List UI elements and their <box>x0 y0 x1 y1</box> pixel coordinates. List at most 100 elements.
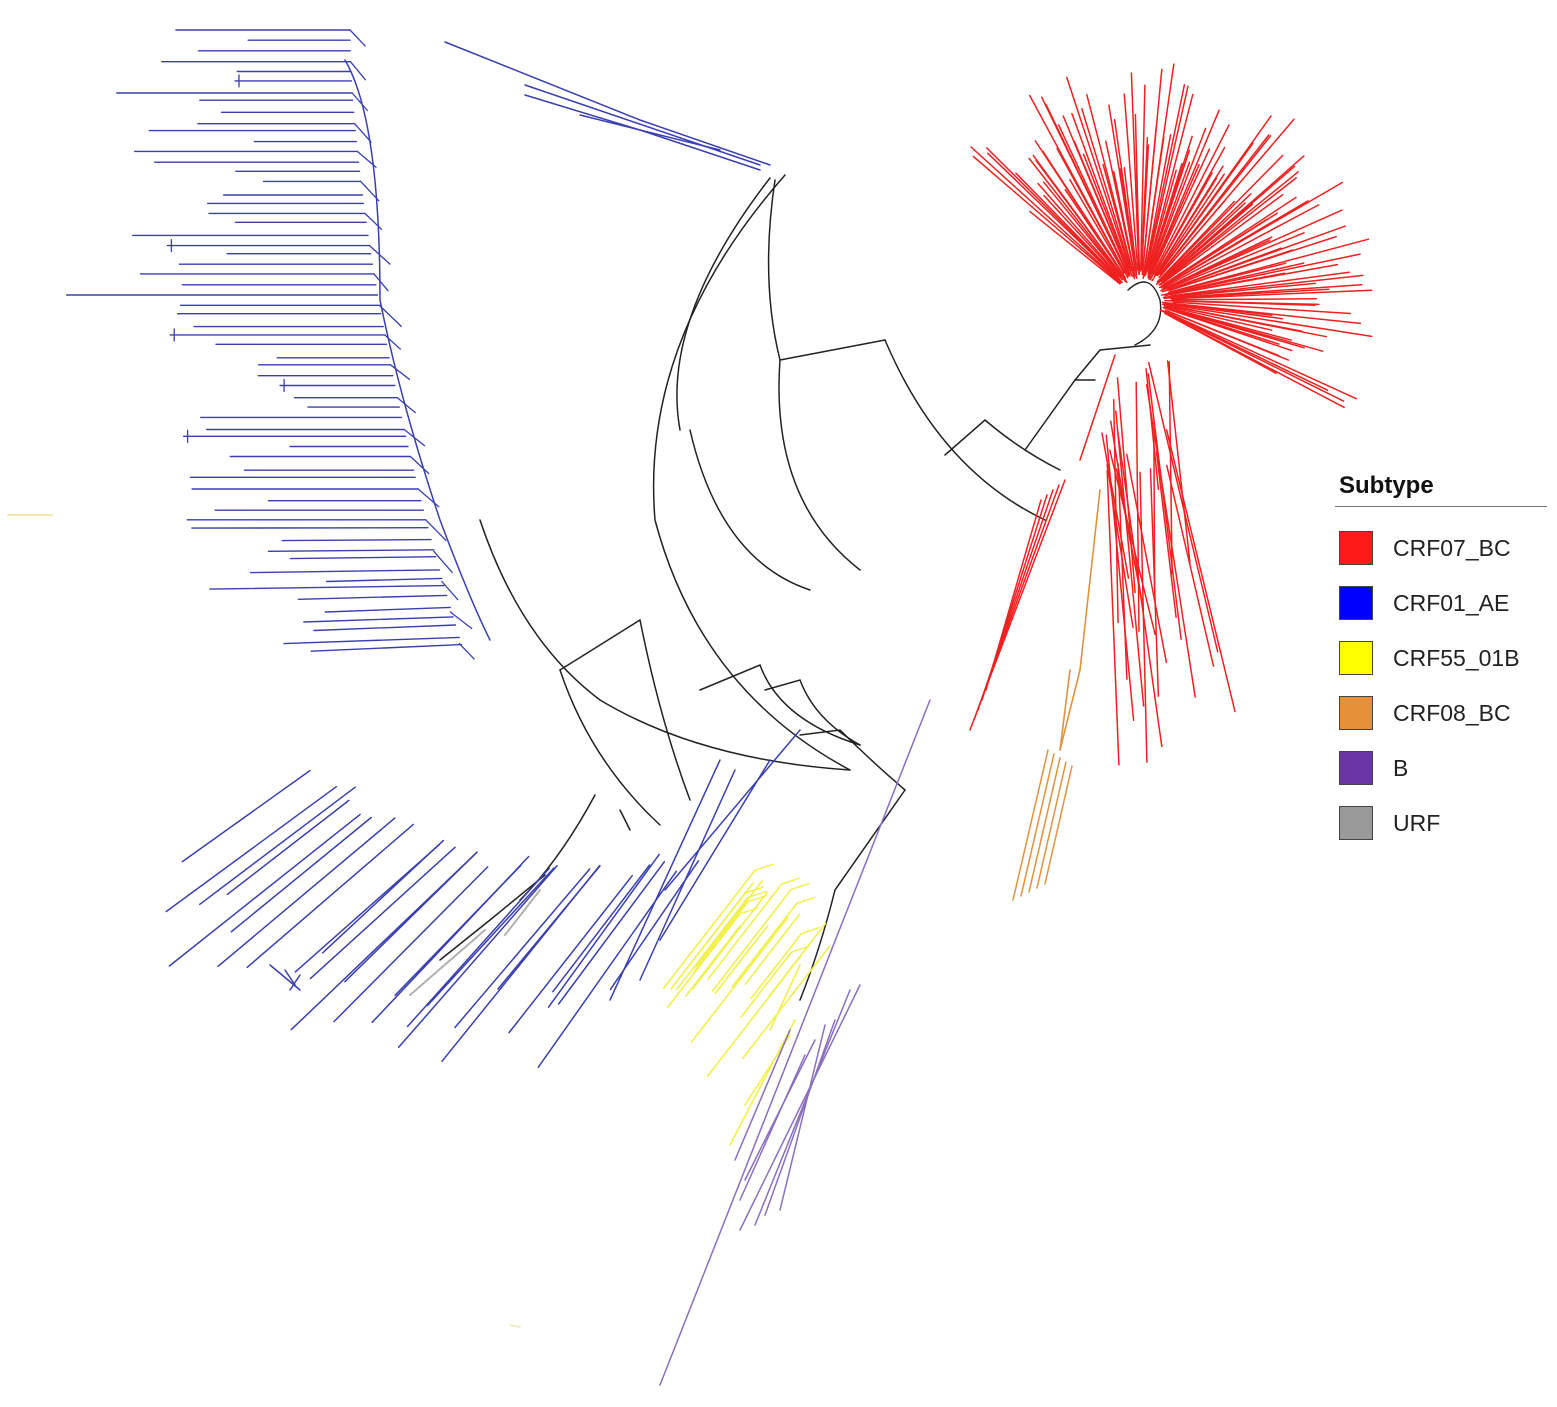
clade-b <box>659 699 931 1386</box>
tree-branch <box>744 886 764 894</box>
tree-branch <box>767 922 827 998</box>
tree-branch <box>1140 136 1149 271</box>
tree-branch <box>333 866 489 1023</box>
tree-branch <box>458 642 475 660</box>
tree-branch <box>1169 288 1330 300</box>
tree-branch <box>454 868 591 1029</box>
tree-branch <box>226 799 350 896</box>
tree-branch <box>1164 225 1347 292</box>
tree-branch <box>508 874 633 1034</box>
tree-branch <box>799 729 906 791</box>
tree-branch <box>324 606 451 613</box>
tree-branch <box>778 359 861 571</box>
clade-crf01-ae <box>65 29 801 1068</box>
legend-item: B <box>1335 727 1547 785</box>
tree-branch <box>439 874 546 961</box>
tree-branch <box>800 926 820 935</box>
tree-branch <box>1162 203 1254 281</box>
tree-branch <box>739 951 793 1019</box>
tree-branch <box>1162 204 1320 289</box>
tree-branch <box>780 877 801 885</box>
tree-branch <box>1028 157 1127 283</box>
tree-branch <box>764 1019 836 1216</box>
tree-branch <box>1015 172 1121 280</box>
tree-branch <box>444 41 771 166</box>
tree-branch <box>1155 451 1177 618</box>
tree-branch <box>1141 68 1163 276</box>
tree-branch <box>1145 384 1196 698</box>
tree-branch <box>1164 312 1277 375</box>
tree-branch <box>1105 140 1136 278</box>
tree-branch <box>1127 281 1162 346</box>
tree-branch <box>1106 469 1120 766</box>
tree-branch <box>739 907 759 915</box>
tree-branch <box>970 146 1120 282</box>
legend-label: CRF55_01B <box>1393 645 1520 671</box>
tree-branch <box>676 896 749 991</box>
tree-branch <box>1163 171 1299 281</box>
tree-branch <box>689 429 811 591</box>
tree-branch <box>1109 449 1156 636</box>
tree-branch <box>1158 218 1268 289</box>
tree-branch <box>1163 304 1273 331</box>
tree-branch <box>267 549 435 552</box>
tree-branch <box>289 974 301 991</box>
tree-branch <box>1108 104 1137 273</box>
legend-swatch <box>1339 806 1373 840</box>
legend-title: Subtype <box>1335 472 1547 507</box>
tree-branch <box>1028 757 1061 893</box>
tree-branch <box>409 929 486 996</box>
clade-crf08-bc <box>1012 489 1101 901</box>
tree-branch <box>310 643 463 652</box>
tree-branch <box>944 419 1061 471</box>
tree-branch <box>1163 239 1271 290</box>
tree-branch <box>750 932 803 1000</box>
tree-branch <box>1117 462 1128 680</box>
tree-branch <box>1069 179 1126 274</box>
tree-branch <box>1149 468 1160 697</box>
tree-branch <box>711 888 793 992</box>
tree-branch <box>396 397 416 414</box>
tree-branch <box>283 636 460 645</box>
tree-branch <box>1148 109 1220 280</box>
legend-swatch <box>1339 586 1373 620</box>
tree-branch <box>1115 410 1145 707</box>
clade-crf07-bc <box>969 63 1373 766</box>
tree-branch <box>1151 177 1218 282</box>
tree-branch <box>281 538 432 542</box>
tree-branch <box>1147 93 1194 270</box>
legend-label: URF <box>1393 810 1441 836</box>
stray-marks <box>7 514 521 1328</box>
tree-branch <box>325 577 443 583</box>
tree-branch <box>695 880 763 967</box>
legend-label: CRF07_BC <box>1393 535 1511 561</box>
tree-branch <box>344 851 478 983</box>
tree-branch <box>729 1019 796 1146</box>
tree-branch <box>1082 153 1131 275</box>
tree-branch <box>1148 163 1200 280</box>
tree-branch <box>1036 761 1067 889</box>
tree-branch <box>1066 76 1133 278</box>
tree-branch <box>1164 253 1361 296</box>
tree-branch <box>321 839 445 954</box>
legend-item: CRF07_BC <box>1335 507 1547 565</box>
tree-branch <box>269 964 301 991</box>
tree-branch <box>504 889 541 936</box>
tree-branch <box>659 759 771 941</box>
tree-branch <box>1147 361 1219 653</box>
tree-branch <box>741 945 831 1060</box>
tree-branch <box>1147 149 1191 276</box>
tree-branch <box>389 364 411 380</box>
legend-swatch <box>1339 641 1373 675</box>
tree-branch <box>690 916 789 1043</box>
tree-branch <box>609 759 721 1001</box>
tree-branch <box>559 618 691 801</box>
tree-branch <box>1156 142 1254 277</box>
legend-label: CRF08_BC <box>1393 700 1511 726</box>
tree-branch <box>1059 669 1081 751</box>
legend-item: CRF08_BC <box>1335 672 1547 730</box>
tree-branch <box>373 273 389 292</box>
tree-branch <box>1167 238 1370 294</box>
tree-branch <box>739 1054 806 1201</box>
